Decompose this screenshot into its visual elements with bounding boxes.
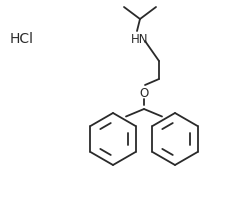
Text: HN: HN (131, 33, 149, 46)
Text: O: O (139, 86, 149, 99)
Text: HCl: HCl (10, 32, 34, 46)
